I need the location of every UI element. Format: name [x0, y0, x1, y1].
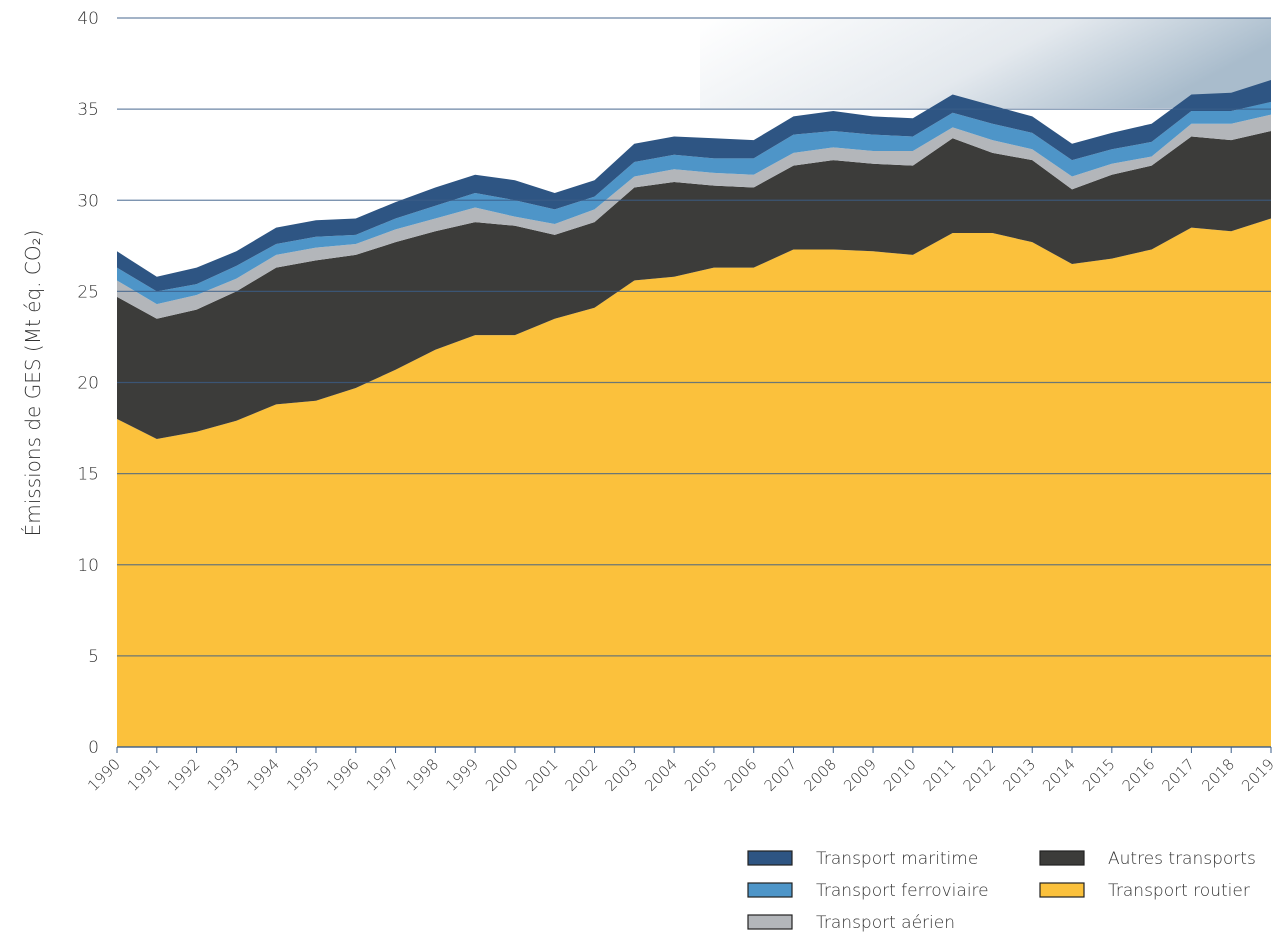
y-tick-label: 25	[77, 282, 99, 302]
x-tick-label: 1998	[402, 755, 442, 795]
x-tick-label: 1992	[164, 755, 204, 795]
legend-label: Transport routier	[1108, 881, 1250, 901]
x-tick-label: 1995	[283, 755, 323, 795]
x-tick-label: 2010	[880, 755, 920, 795]
legend-swatch	[747, 882, 793, 898]
legend-label: Transport aérien	[816, 913, 955, 933]
legend-swatch	[747, 850, 793, 866]
x-tick-label: 2019	[1238, 755, 1278, 795]
x-tick-label: 2003	[601, 755, 641, 795]
x-tick-label: 1990	[84, 755, 124, 795]
area	[117, 218, 1271, 748]
legend-label: Transport maritime	[816, 849, 978, 869]
legend-label: Transport ferroviaire	[816, 881, 989, 901]
y-tick-label: 35	[77, 100, 99, 120]
y-tick-label: 20	[77, 374, 99, 394]
legend-swatch	[1039, 882, 1085, 898]
area	[117, 130, 1271, 439]
x-tick-label: 2018	[1198, 755, 1238, 795]
x-tick-label: 2016	[1119, 755, 1159, 795]
x-tick-label: 2015	[1079, 755, 1119, 795]
x-tick-label: 2013	[999, 755, 1039, 795]
x-tick-label: 2000	[482, 755, 522, 795]
x-tick-label: 2012	[960, 755, 1000, 795]
x-tick-label: 1993	[203, 755, 243, 795]
x-tick-label: 2009	[840, 755, 880, 795]
y-tick-label: 5	[88, 647, 99, 667]
y-tick-label: 10	[77, 556, 99, 576]
x-tick-label: 2014	[1039, 755, 1079, 795]
y-tick-label: 40	[77, 9, 99, 29]
y-tick-label: 0	[88, 738, 99, 758]
plot	[117, 79, 1271, 748]
y-tick-label: 30	[77, 191, 99, 211]
x-tick-label: 1999	[442, 755, 482, 795]
x-tick-label: 2006	[721, 755, 761, 795]
x-tick-label: 2004	[641, 755, 681, 795]
legend-swatch	[1039, 850, 1085, 866]
x-tick-label: 1994	[243, 755, 283, 795]
x-tick-label: 2001	[522, 755, 562, 795]
x-tick-label: 2017	[1159, 755, 1199, 795]
x-tick-label: 1996	[323, 755, 363, 795]
x-tick-label: 1991	[124, 755, 164, 795]
x-tick-label: 2008	[800, 755, 840, 795]
y-tick-label: 15	[77, 465, 99, 485]
background-fade	[700, 18, 1271, 108]
x-tick-label: 2002	[562, 755, 602, 795]
x-tick-label: 1997	[363, 755, 403, 795]
x-tick-label: 2005	[681, 755, 721, 795]
legend-swatch	[747, 914, 793, 930]
y-axis-label: Émissions de GES (Mt éq. CO₂)	[21, 230, 45, 537]
x-tick-label: 2011	[920, 755, 960, 795]
legend-label: Autres transports	[1108, 849, 1256, 869]
x-tick-label: 2007	[761, 755, 801, 795]
